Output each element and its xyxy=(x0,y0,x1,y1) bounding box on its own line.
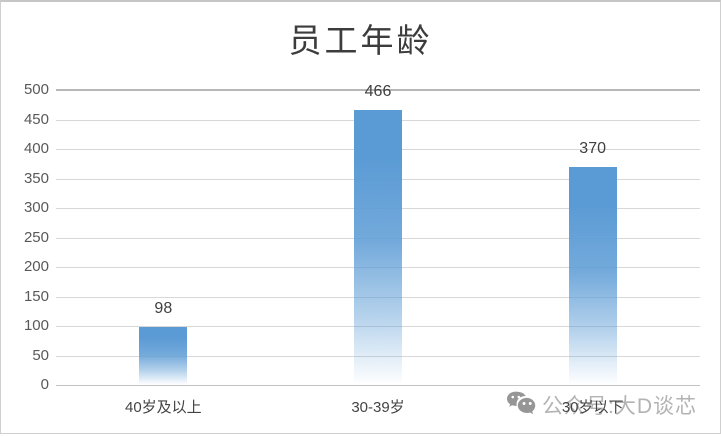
y-tick-label: 50 xyxy=(32,346,49,364)
bar-value-label: 370 xyxy=(579,139,606,157)
y-tick-label: 400 xyxy=(23,140,49,157)
bar-3 xyxy=(568,166,617,385)
y-gridline xyxy=(56,385,700,386)
y-tick-label: 0 xyxy=(40,376,49,393)
y-tick-label: 150 xyxy=(23,287,49,305)
y-tick-label: 350 xyxy=(23,169,49,187)
y-tick-label: 500 xyxy=(23,81,49,98)
x-category-label: 40岁及以上 xyxy=(124,399,202,416)
bar-value-label: 98 xyxy=(154,300,173,318)
y-tick-label: 450 xyxy=(23,110,49,128)
bar-value-label: 466 xyxy=(364,83,392,101)
x-category-label: 30岁以下 xyxy=(561,399,624,416)
y-tick-label: 300 xyxy=(23,199,49,216)
bar-1 xyxy=(139,327,188,385)
bar-2 xyxy=(354,110,402,385)
x-category-label: 30-39岁 xyxy=(351,399,405,416)
y-tick-label: 250 xyxy=(23,228,49,246)
y-tick-label: 200 xyxy=(23,258,49,275)
y-tick-label: 100 xyxy=(23,317,49,334)
chart-title: 员工年龄 xyxy=(288,21,433,60)
y-gridline xyxy=(56,89,700,91)
